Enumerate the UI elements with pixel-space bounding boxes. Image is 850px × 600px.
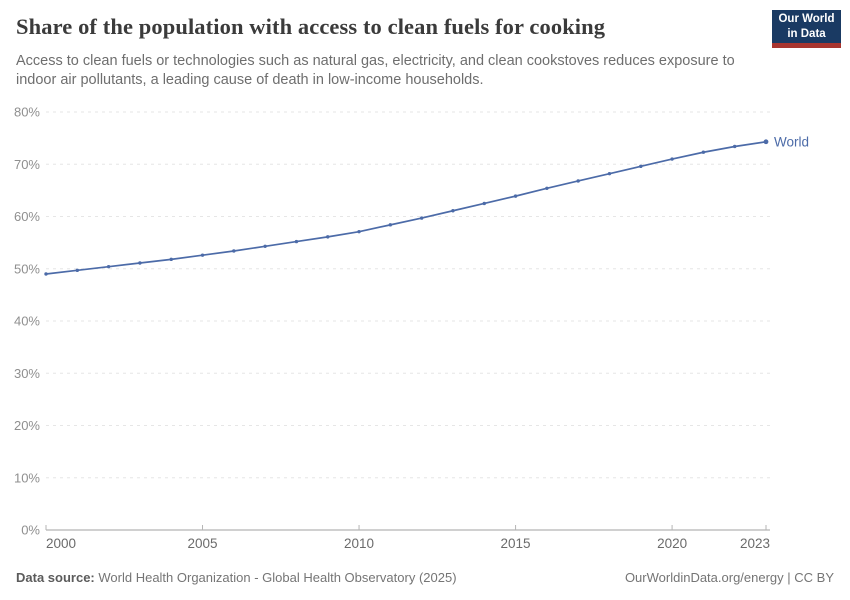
x-tick-label: 2000 — [46, 536, 76, 551]
owid-logo-line2: in Data — [787, 27, 826, 40]
data-point — [232, 249, 236, 253]
y-tick-label: 30% — [14, 366, 40, 381]
data-point — [482, 201, 486, 206]
y-tick-label: 0% — [21, 523, 40, 538]
y-tick-label: 10% — [14, 470, 40, 485]
x-tick-label: 2010 — [344, 536, 374, 551]
y-tick-label: 70% — [14, 157, 40, 172]
x-tick-label: 2015 — [501, 536, 531, 551]
owid-logo-line1: Our World — [778, 13, 835, 26]
data-point — [451, 209, 455, 213]
y-tick-label: 20% — [14, 418, 40, 433]
data-point — [513, 194, 518, 198]
y-tick-label: 40% — [14, 314, 40, 329]
data-point — [576, 179, 580, 183]
data-point — [763, 139, 769, 145]
license-credit[interactable]: OurWorldinData.org/energy | CC BY — [624, 570, 834, 585]
chart-subtitle: Access to clean fuels or technologies su… — [16, 53, 735, 89]
data-point — [75, 268, 80, 273]
chart-footer: Data source: World Health Organization -… — [16, 570, 834, 585]
data-source-text: World Health Organization - Global Healt… — [98, 570, 457, 585]
series-end-label: World — [774, 134, 809, 149]
data-point — [388, 223, 393, 227]
x-tick-label: 2020 — [657, 536, 687, 551]
x-tick-label: 2005 — [187, 536, 217, 551]
data-point — [294, 239, 299, 244]
data-point — [44, 272, 48, 276]
page-title: Share of the population with access to c… — [16, 14, 606, 39]
data-point — [545, 186, 549, 190]
y-tick-label: 80% — [14, 105, 40, 120]
data-point — [106, 264, 111, 269]
data-point — [169, 257, 173, 262]
data-point — [263, 244, 267, 248]
y-tick-label: 60% — [14, 209, 40, 224]
data-point — [138, 261, 142, 265]
series-line-world — [45, 140, 767, 275]
data-point — [732, 144, 737, 149]
data-point — [326, 235, 330, 239]
data-point — [357, 229, 361, 234]
data-source: Data source: World Health Organization -… — [16, 570, 457, 585]
data-source-label: Data source: — [16, 570, 95, 585]
data-point — [200, 253, 205, 257]
y-tick-label: 50% — [14, 261, 40, 276]
owid-logo[interactable]: Our World in Data — [772, 10, 841, 48]
data-point — [419, 216, 424, 220]
data-point — [701, 150, 706, 154]
x-tick-label: 2023 — [740, 536, 770, 551]
data-point — [639, 164, 643, 169]
data-point — [607, 171, 612, 176]
data-point — [670, 157, 674, 161]
